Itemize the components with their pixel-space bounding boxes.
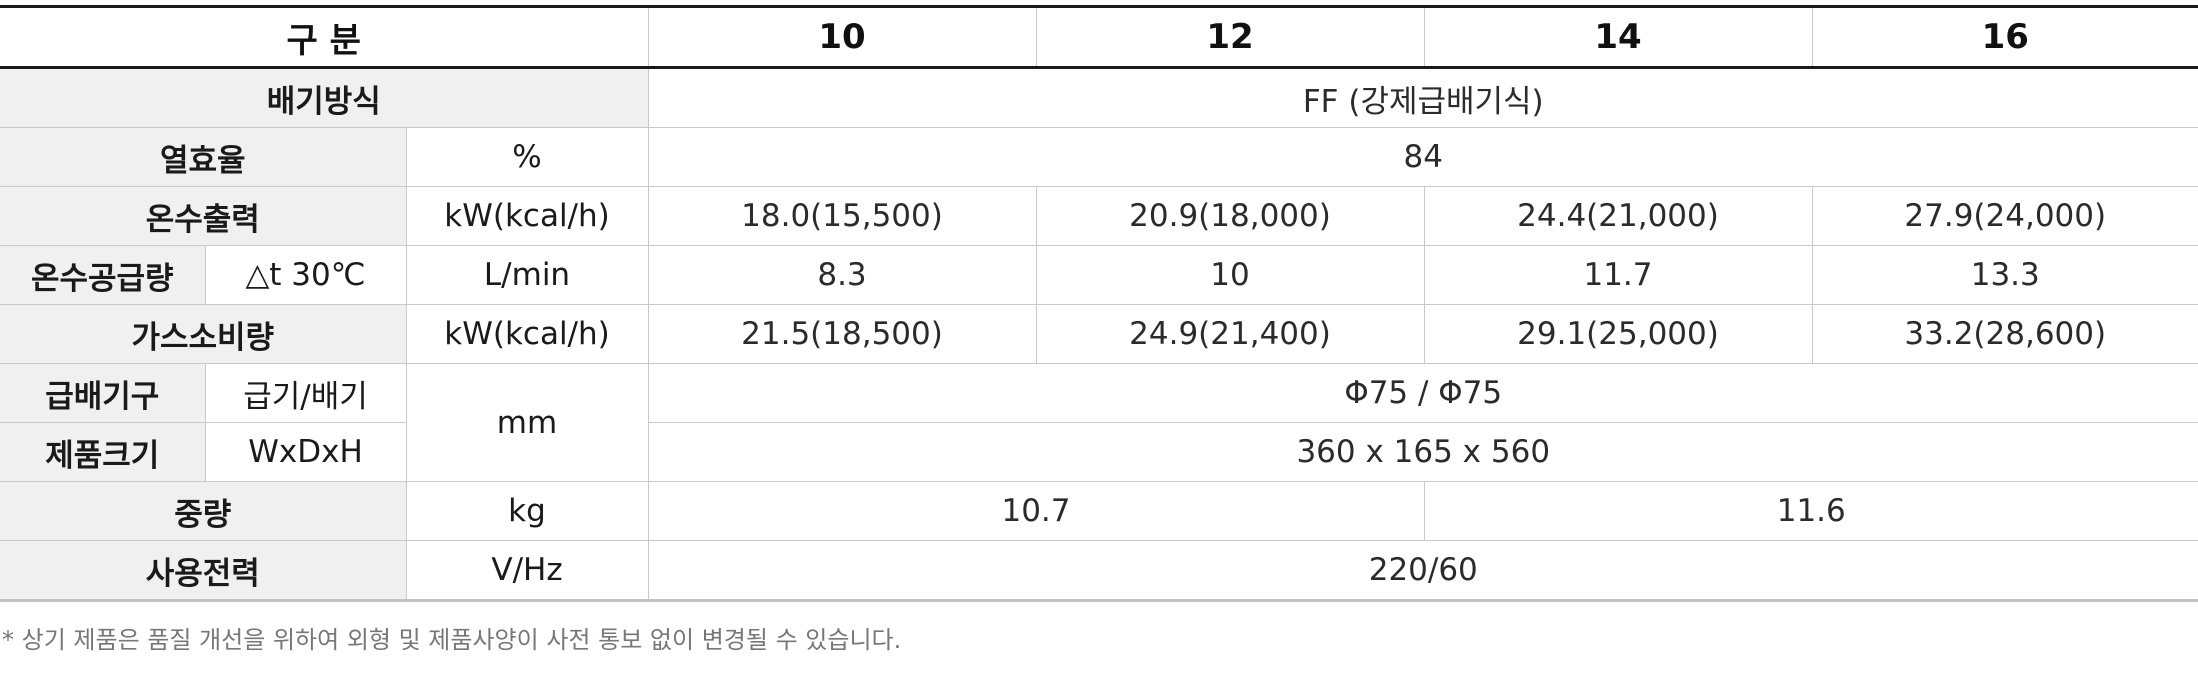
gas-consumption-10: 21.5(18,500) <box>647 304 1037 364</box>
heat-output-label: 온수출력 <box>0 186 407 246</box>
gas-consumption-14: 29.1(25,000) <box>1423 304 1813 364</box>
header-label: 구 분 <box>0 5 649 69</box>
efficiency-value: 84 <box>647 127 2198 187</box>
power-value: 220/60 <box>647 540 2198 602</box>
exhaust-row: 배기방식 FF (강제급배기식) <box>0 67 2198 128</box>
heat-output-10: 18.0(15,500) <box>647 186 1037 246</box>
exhaust-label: 배기방식 <box>0 67 649 128</box>
efficiency-label: 열효율 <box>0 127 407 187</box>
weight-10-12: 10.7 <box>647 481 1425 541</box>
gas-consumption-16: 33.2(28,600) <box>1811 304 2198 364</box>
dimensions-value: 360 x 165 x 560 <box>647 422 2198 482</box>
efficiency-row: 열효율 % 84 <box>0 127 2198 187</box>
hot-water-supply-condition: △t 30℃ <box>204 245 407 305</box>
weight-unit: kg <box>405 481 649 541</box>
hot-water-supply-unit: L/min <box>405 245 649 305</box>
power-label: 사용전력 <box>0 540 407 602</box>
heat-output-unit: kW(kcal/h) <box>405 186 649 246</box>
flue-port-label: 급배기구 <box>0 363 206 423</box>
dimensions-label: 제품크기 <box>0 422 206 482</box>
model-12-header: 12 <box>1035 5 1425 69</box>
hot-water-supply-label: 온수공급량 <box>0 245 206 305</box>
exhaust-value: FF (강제급배기식) <box>647 67 2198 128</box>
heat-output-row: 온수출력 kW(kcal/h) 18.0(15,500) 20.9(18,000… <box>0 186 2198 246</box>
hot-water-supply-14: 11.7 <box>1423 245 1813 305</box>
hot-water-supply-12: 10 <box>1035 245 1425 305</box>
weight-label: 중량 <box>0 481 407 541</box>
weight-14-16: 11.6 <box>1423 481 2198 541</box>
footnote: * 상기 제품은 품질 개선을 위하여 외형 및 제품사양이 사전 통보 없이 … <box>2 626 902 654</box>
gas-consumption-label: 가스소비량 <box>0 304 407 364</box>
hot-water-supply-10: 8.3 <box>647 245 1037 305</box>
weight-row: 중량 kg 10.7 11.6 <box>0 481 2198 541</box>
hot-water-supply-16: 13.3 <box>1811 245 2198 305</box>
gas-consumption-row: 가스소비량 kW(kcal/h) 21.5(18,500) 24.9(21,40… <box>0 304 2198 364</box>
model-14-header: 14 <box>1423 5 1813 69</box>
flue-port-row: 급배기구 급기/배기 mm Φ75 / Φ75 <box>0 363 2198 482</box>
heat-output-14: 24.4(21,000) <box>1423 186 1813 246</box>
spec-table: 구 분 10 12 14 16 배기방식 FF (강제급배기식) 열효율 % 8… <box>0 5 2198 602</box>
gas-consumption-unit: kW(kcal/h) <box>405 304 649 364</box>
header-row: 구 분 10 12 14 16 <box>0 5 2198 69</box>
model-10-header: 10 <box>647 5 1037 69</box>
hot-water-supply-row: 온수공급량 △t 30℃ L/min 8.3 10 11.7 13.3 <box>0 245 2198 305</box>
heat-output-12: 20.9(18,000) <box>1035 186 1425 246</box>
flue-port-value: Φ75 / Φ75 <box>647 363 2198 423</box>
dimensions-sublabel: WxDxH <box>204 422 407 482</box>
mm-unit: mm <box>405 363 649 482</box>
flue-port-sublabel: 급기/배기 <box>204 363 407 423</box>
dimensions-row: 제품크기 WxDxH 360 x 165 x 560 <box>0 422 2198 482</box>
model-16-header: 16 <box>1811 5 2198 69</box>
efficiency-unit: % <box>405 127 649 187</box>
heat-output-16: 27.9(24,000) <box>1811 186 2198 246</box>
power-row: 사용전력 V/Hz 220/60 <box>0 540 2198 602</box>
power-unit: V/Hz <box>405 540 649 602</box>
gas-consumption-12: 24.9(21,400) <box>1035 304 1425 364</box>
